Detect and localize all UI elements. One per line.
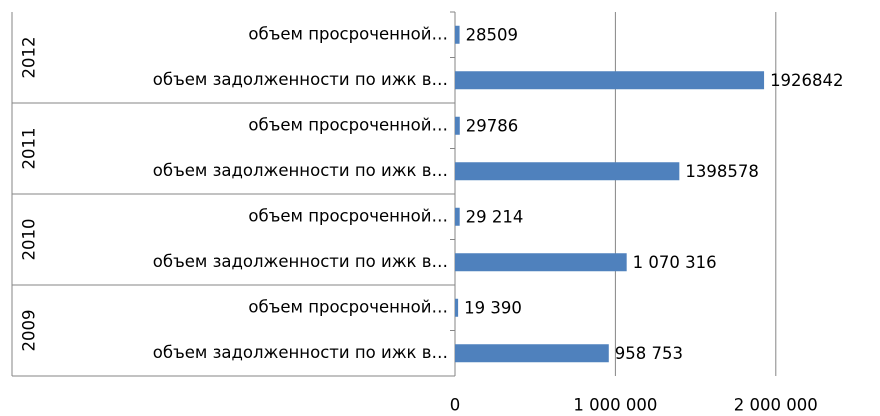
y-tick-label: объем просроченной… bbox=[248, 297, 448, 316]
data-label: 29 214 bbox=[466, 207, 524, 226]
data-label: 29786 bbox=[466, 116, 519, 135]
data-label: 1398578 bbox=[685, 162, 759, 181]
y-tick-label: объем задолженности по ижк в… bbox=[153, 70, 448, 89]
bar bbox=[455, 162, 680, 181]
data-label: 28509 bbox=[466, 25, 519, 44]
group-label: 2011 bbox=[20, 128, 39, 170]
group-label: 2009 bbox=[20, 310, 39, 352]
data-label: 958 753 bbox=[615, 344, 683, 363]
x-tick-label: 1 000 000 bbox=[573, 396, 657, 415]
y-tick-label: объем задолженности по ижк в… bbox=[153, 343, 448, 362]
bar bbox=[455, 116, 460, 135]
y-tick-label: объем просроченной… bbox=[248, 115, 448, 134]
bar bbox=[455, 344, 609, 363]
bar bbox=[455, 253, 627, 272]
group-label: 2012 bbox=[20, 37, 39, 79]
y-tick-label: объем задолженности по ижк в… bbox=[153, 161, 448, 180]
data-label: 19 390 bbox=[464, 298, 522, 317]
y-tick-label: объем просроченной… bbox=[248, 24, 448, 43]
bar bbox=[455, 207, 460, 226]
bar bbox=[455, 71, 765, 90]
y-tick-label: объем задолженности по ижк в… bbox=[153, 252, 448, 271]
x-tick-label: 2 000 000 bbox=[734, 396, 818, 415]
bar bbox=[455, 25, 460, 44]
data-label: 1926842 bbox=[770, 71, 844, 90]
data-label: 1 070 316 bbox=[633, 253, 717, 272]
bar bbox=[455, 298, 459, 317]
y-tick-label: объем просроченной… bbox=[248, 206, 448, 225]
x-tick-label: 0 bbox=[450, 396, 461, 415]
group-label: 2010 bbox=[20, 219, 39, 261]
